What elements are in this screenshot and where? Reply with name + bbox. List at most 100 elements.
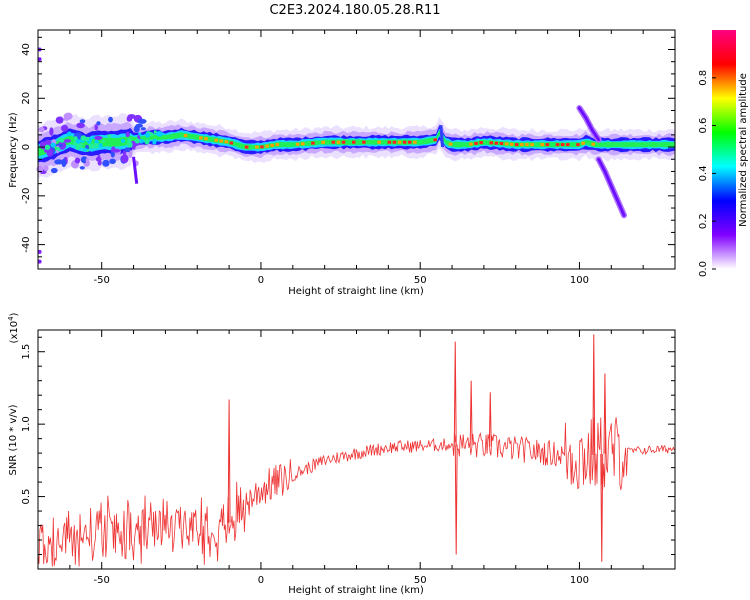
spectrogram-hot-spot	[57, 137, 63, 142]
spectrogram-edge-dot	[37, 259, 42, 264]
spectrogram-streak	[132, 156, 139, 184]
spectrogram-hot-spot	[149, 132, 154, 137]
spectrogram-panel: -50 0 50 100 -40 -20 0 20 40 Height of straight …	[8, 29, 676, 297]
spectrogram-peak	[566, 143, 570, 147]
spectrogram-peak	[260, 145, 264, 149]
colorbar-ticks: 0.0 0.2 0.4 0.6 0.8	[698, 70, 716, 277]
spectrogram-peak	[397, 140, 402, 144]
figure-title: C2E3.2024.180.05.28.R11	[269, 3, 440, 18]
spectrogram-peak	[545, 143, 550, 147]
snr-spike	[453, 341, 457, 445]
spectrogram-peak	[530, 143, 534, 147]
spectrogram-peak	[295, 142, 300, 146]
spectrogram-noise-blob	[108, 116, 113, 123]
colorbar-gradient	[712, 30, 736, 269]
spectrogram-hot-spot	[138, 132, 142, 136]
spectrogram-noise-blob	[85, 157, 90, 165]
spectrogram-hot-spot	[156, 131, 162, 137]
spectrogram-peak	[214, 138, 218, 142]
spectrogram-peak	[199, 136, 203, 140]
spectrogram-hot-spot	[153, 130, 157, 134]
x-tick-label: 50	[414, 575, 427, 586]
spectrogram-peak	[469, 142, 473, 146]
spectrogram-peak	[499, 142, 504, 145]
spectrogram-peak	[525, 143, 529, 147]
spectrogram-peak	[265, 144, 269, 148]
x-tick-label: 100	[570, 575, 589, 586]
snr-spike	[592, 334, 596, 455]
spectrogram-peak	[204, 137, 208, 141]
spectrogram-noise-blob	[74, 157, 81, 164]
y-tick-label: -20	[21, 188, 32, 204]
spectrogram-y-axis-label: Frequency (Hz)	[8, 112, 19, 188]
spectrogram-peak	[413, 140, 417, 144]
spectrogram-noise-blob	[46, 148, 54, 157]
spectrogram-hot-spot	[121, 138, 125, 143]
spectrogram-green-band	[38, 130, 675, 157]
spectrogram-hot-spot	[50, 142, 56, 148]
spectrogram-branch	[597, 157, 626, 217]
spectrogram-peak	[494, 141, 499, 145]
spectrogram-hot-spot	[85, 136, 90, 141]
spectrogram-noise-blob	[110, 151, 115, 158]
spectrogram-noise-blob	[55, 143, 64, 147]
colorbar-tick-label: 0.0	[698, 261, 709, 277]
spectrogram-peak	[520, 143, 524, 147]
spectrogram-peak	[509, 142, 514, 146]
colorbar: 0.0 0.2 0.4 0.6 0.8 Normalized spectral ampl…	[698, 30, 749, 277]
spectrogram-noise-blob	[43, 165, 49, 172]
spectrogram-hot-spot	[55, 146, 60, 151]
spectrogram-noise-blob	[93, 135, 103, 140]
y-tick-label: 1.0	[21, 416, 32, 432]
spectrogram-hot-spot	[107, 134, 112, 139]
spectrogram-peak	[555, 143, 560, 147]
snr-panel: -50 0 50 100 0.5 1.0 1.5 Height of straight li…	[7, 312, 676, 596]
spectrogram-noise-blob	[96, 121, 101, 126]
spectrogram-peak	[183, 134, 188, 138]
x-tick-label: -50	[94, 275, 110, 286]
spectrogram-peak	[336, 140, 341, 144]
spectrogram-hot-spot	[134, 138, 140, 144]
spectrogram-peak	[479, 141, 483, 145]
spectrogram-peak	[489, 141, 493, 145]
spectrogram-noise-blob	[45, 139, 52, 145]
spectrogram-spike	[439, 125, 444, 148]
spectrogram-peak	[392, 140, 397, 144]
spectrogram-peak	[301, 142, 305, 146]
spectrogram-peak	[515, 143, 519, 147]
spectrogram-peak	[504, 142, 509, 146]
spectrogram-ticks: -50 0 50 100 -40 -20 0 20 40	[21, 30, 676, 286]
x-tick-label: 50	[414, 275, 427, 286]
spectrogram-peak	[474, 141, 478, 145]
snr-spike	[227, 399, 231, 523]
spectrogram-hot-spot	[75, 139, 81, 144]
spectrogram-noise-blob	[95, 156, 102, 162]
snr-series	[38, 334, 675, 567]
spectrogram-noise-blob	[111, 148, 121, 153]
spectrogram-noise-blob	[127, 114, 136, 119]
colorbar-tick-label: 0.6	[698, 118, 709, 134]
spectrogram-peak	[560, 143, 565, 147]
snr-ticks: -50 0 50 100 0.5 1.0 1.5	[21, 330, 676, 586]
spectrogram-noise-blob	[140, 127, 146, 131]
spectrogram-hot-spot	[87, 140, 91, 144]
y-tick-label: 40	[21, 43, 32, 56]
spectrogram-hot-spot	[91, 136, 95, 140]
spectrogram-hot-spot	[66, 131, 72, 137]
spectrogram-noise-blob	[79, 119, 86, 124]
spectrogram-noise-blob	[133, 125, 140, 133]
colorbar-tick-label: 0.2	[698, 213, 709, 229]
spectrogram-hot-spot	[101, 139, 105, 143]
spectrogram-hot-spot	[80, 135, 87, 141]
snr-y-scale-exponent: 4	[7, 316, 15, 321]
spectrogram-peak	[270, 143, 274, 147]
spectrogram-hot-spot	[139, 138, 144, 144]
snr-y-scale-factor: (x104)	[7, 312, 20, 343]
spectrogram-peak	[341, 140, 346, 144]
spectrogram-peak	[433, 138, 437, 142]
spectrogram-hot-spot	[89, 143, 95, 149]
spectrogram-peak	[321, 140, 325, 144]
colorbar-tick-label: 0.4	[698, 165, 709, 181]
spectrogram-noise-blob	[49, 127, 54, 136]
spectrogram-noise-blob	[94, 124, 98, 131]
